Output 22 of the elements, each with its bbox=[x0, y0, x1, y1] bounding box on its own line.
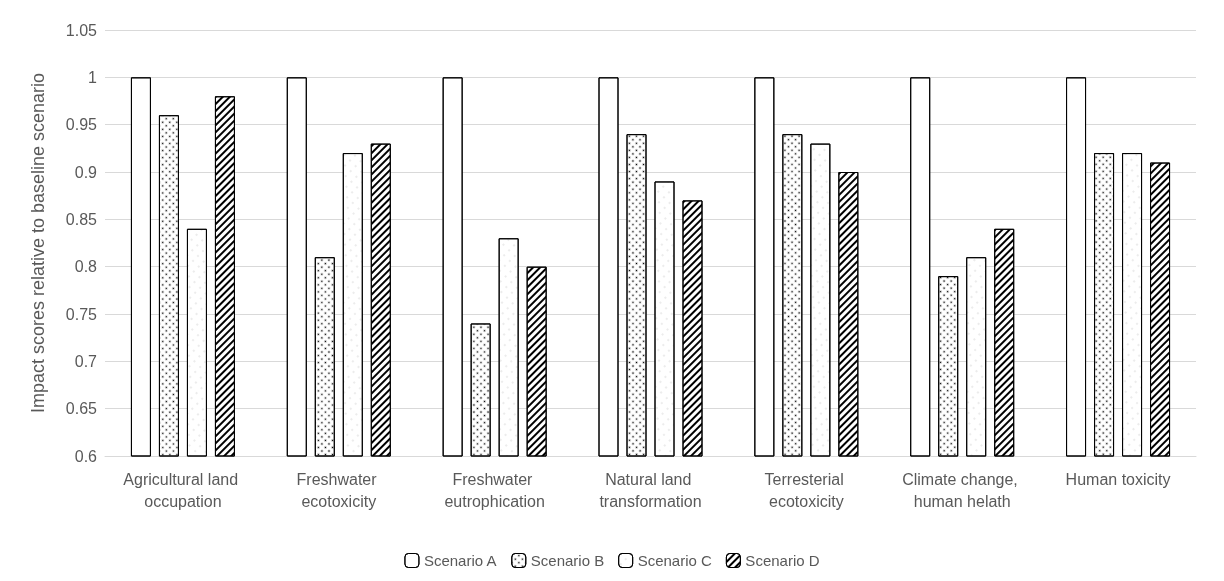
y-axis-title: Impact scores relative to baseline scenario bbox=[28, 72, 48, 414]
y-tick-label: 0.8 bbox=[74, 258, 98, 276]
y-tick-label: 1 bbox=[88, 68, 98, 86]
y-tick-label: 0.6 bbox=[74, 447, 98, 465]
legend-label: Scenario B bbox=[530, 552, 605, 569]
legend-label: Scenario C bbox=[637, 552, 713, 569]
x-tick-label: Human toxicity bbox=[1065, 470, 1171, 488]
y-tick-label: 0.9 bbox=[74, 163, 98, 181]
x-tick-label: Terresterial ecotoxicity bbox=[764, 470, 849, 510]
y-tick-label: 0.65 bbox=[65, 400, 98, 418]
y-tick-label: 0.75 bbox=[65, 305, 98, 323]
legend-label: Scenario D bbox=[745, 552, 820, 569]
legend-label: Scenario A bbox=[423, 552, 497, 569]
y-tick-label: 0.7 bbox=[74, 352, 98, 370]
x-tick-label: Climate change, human helath bbox=[902, 470, 1023, 510]
y-tick-label: 0.95 bbox=[65, 116, 98, 134]
x-tick-label: Natural land transformation bbox=[599, 470, 702, 510]
x-tick-label: Freshwater eutrophication bbox=[444, 470, 545, 510]
y-tick-label: 0.85 bbox=[65, 210, 98, 228]
y-tick-label: 1.05 bbox=[65, 21, 98, 39]
x-tick-label: Freshwater ecotoxicity bbox=[296, 470, 382, 510]
x-tick-label: Agricultural land occupation bbox=[123, 470, 243, 510]
